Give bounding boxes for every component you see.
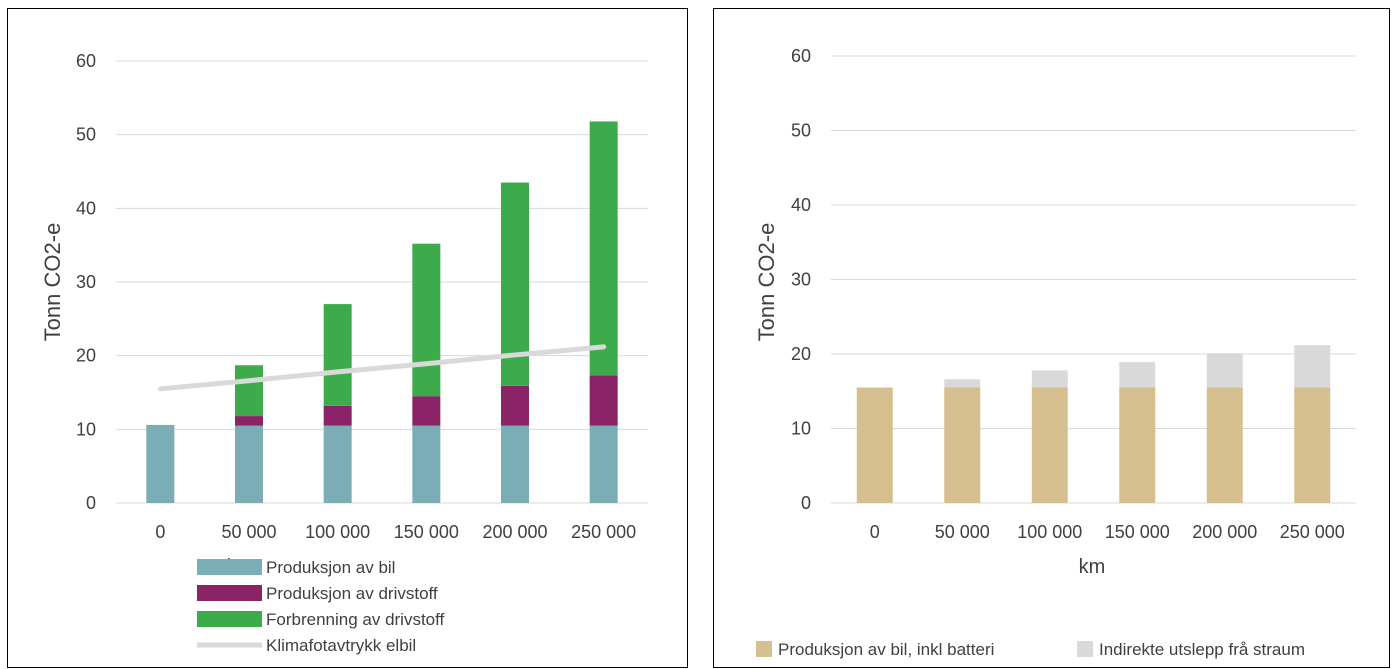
chart-panel-right: 0 10 20 30 40 50 60 0 50 000 100 000 150 000 200 00… bbox=[713, 8, 1390, 668]
y-axis-title: Tonn CO2-e bbox=[754, 223, 779, 342]
bar-produksjon-av-drivstoff bbox=[501, 385, 529, 426]
legend-swatch bbox=[197, 611, 262, 627]
bar-forbrenning-av-drivstoff bbox=[323, 304, 352, 406]
legend-swatch bbox=[197, 585, 262, 601]
bar-forbrenning-av-drivstoff bbox=[589, 121, 618, 376]
x-tick-label: 0 bbox=[870, 522, 880, 542]
y-tick-label: 10 bbox=[791, 419, 811, 439]
x-tick-label: 200 000 bbox=[482, 522, 547, 542]
bar-produksjon-av-drivstoff bbox=[323, 405, 352, 426]
bar-produksjon-av-bil bbox=[146, 424, 175, 503]
legend-label: Klimafotavtrykk elbil bbox=[266, 636, 416, 655]
y-tick-label: 50 bbox=[76, 125, 96, 145]
bar-produksjon-av-bil-inkl-batteri bbox=[1206, 387, 1243, 503]
x-tick-label: 50 000 bbox=[935, 522, 990, 542]
bar-produksjon-av-bil-inkl-batteri bbox=[1119, 387, 1156, 503]
y-tick-label: 60 bbox=[791, 46, 811, 66]
bar-produksjon-av-bil bbox=[412, 425, 441, 503]
y-axis-title: Tonn CO2-e bbox=[40, 223, 65, 342]
x-tick-label: 250 000 bbox=[1280, 522, 1345, 542]
y-tick-label: 0 bbox=[801, 493, 811, 513]
x-tick-label: 150 000 bbox=[394, 522, 459, 542]
y-tick-label: 10 bbox=[76, 419, 96, 439]
y-tick-label: 30 bbox=[791, 270, 811, 290]
bar-produksjon-av-bil-inkl-batteri bbox=[944, 387, 981, 503]
x-tick-label: 50 000 bbox=[221, 522, 276, 542]
legend-label: Produksjon av bil, inkl batteri bbox=[778, 640, 994, 659]
bar-indirekte-utslepp-fr-straum bbox=[1119, 362, 1156, 388]
bar-indirekte-utslepp-fr-straum bbox=[944, 379, 981, 388]
legend-swatch bbox=[197, 559, 262, 575]
legend-label: Forbrenning av drivstoff bbox=[266, 610, 445, 629]
y-tick-label: 40 bbox=[76, 198, 96, 218]
y-tick-label: 20 bbox=[76, 346, 96, 366]
y-tick-label: 60 bbox=[76, 51, 96, 71]
bar-produksjon-av-drivstoff bbox=[235, 416, 263, 426]
bar-produksjon-av-bil bbox=[589, 425, 618, 503]
y-tick-label: 20 bbox=[791, 344, 811, 364]
x-axis-title: km bbox=[1079, 556, 1106, 578]
chart-right: 0 10 20 30 40 50 60 0 50 000 100 000 150 000 200 00… bbox=[754, 46, 1356, 659]
x-tick-label: 150 000 bbox=[1105, 522, 1170, 542]
bar-forbrenning-av-drivstoff bbox=[235, 365, 263, 417]
y-tick-label: 0 bbox=[86, 493, 96, 513]
chart-panel-left: 0 10 20 30 40 50 60 0 50 000 100 000 150 000 200 00… bbox=[7, 8, 688, 668]
bar-produksjon-av-bil bbox=[323, 425, 352, 503]
bar-produksjon-av-drivstoff bbox=[589, 375, 618, 426]
bar-indirekte-utslepp-fr-straum bbox=[1294, 345, 1331, 388]
line-series-klimafotavtrykk-elbil bbox=[157, 344, 607, 392]
legend-label: Produksjon av drivstoff bbox=[266, 584, 438, 603]
y-tick-label: 30 bbox=[76, 272, 96, 292]
bar-produksjon-av-drivstoff bbox=[412, 396, 441, 426]
legend-swatch bbox=[1077, 641, 1093, 657]
legend-label: Produksjon av bil bbox=[266, 558, 395, 577]
x-tick-label: 250 000 bbox=[571, 522, 636, 542]
x-tick-label: 0 bbox=[155, 522, 165, 542]
bar-produksjon-av-bil-inkl-batteri bbox=[1294, 387, 1331, 503]
bar-indirekte-utslepp-fr-straum bbox=[1031, 370, 1068, 388]
bar-indirekte-utslepp-fr-straum bbox=[1206, 353, 1243, 388]
bar-produksjon-av-bil-inkl-batteri bbox=[856, 387, 893, 503]
x-tick-label: 200 000 bbox=[1192, 522, 1257, 542]
chart-left: 0 10 20 30 40 50 60 0 50 000 100 000 150 000 200 00… bbox=[40, 51, 648, 655]
x-tick-label: 100 000 bbox=[1017, 522, 1082, 542]
bar-produksjon-av-bil bbox=[235, 425, 263, 503]
legend-swatch bbox=[756, 641, 772, 657]
y-tick-label: 40 bbox=[791, 195, 811, 215]
x-tick-label: 100 000 bbox=[305, 522, 370, 542]
legend-label: Indirekte utslepp frå straum bbox=[1099, 640, 1305, 659]
y-tick-label: 50 bbox=[791, 121, 811, 141]
bar-forbrenning-av-drivstoff bbox=[412, 243, 441, 397]
bar-produksjon-av-bil-inkl-batteri bbox=[1031, 387, 1068, 503]
bar-produksjon-av-bil bbox=[501, 425, 529, 503]
